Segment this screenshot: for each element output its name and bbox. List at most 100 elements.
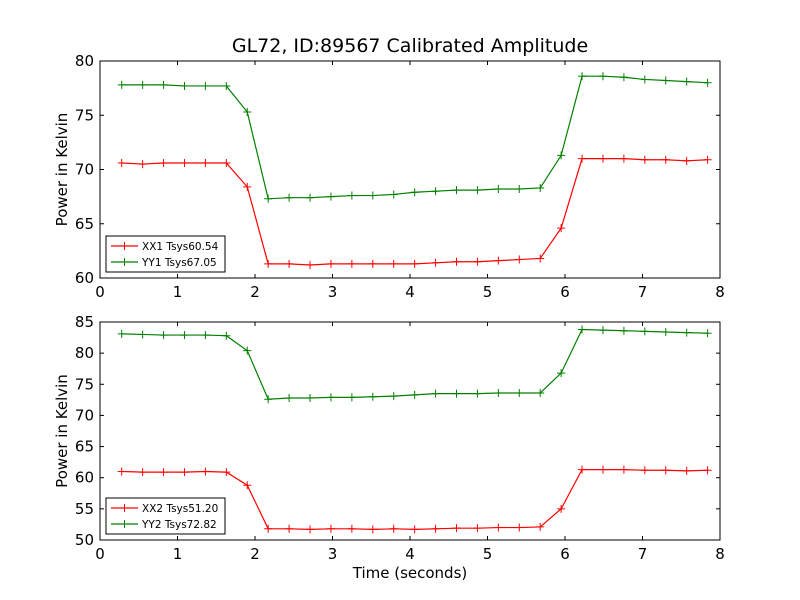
subplot-2-series-2 <box>117 325 712 404</box>
subplot-2-series-2-point <box>326 393 335 402</box>
subplot-1-series-1-point <box>306 260 315 269</box>
subplot-2-series-2-point <box>159 331 168 340</box>
subplot-2-series-1-point <box>347 524 356 533</box>
subplot-2-series-1-point <box>306 525 315 534</box>
subplot-2-series-1-point <box>682 466 691 475</box>
subplot-2-series-1-point <box>222 468 231 477</box>
subplot-2-legend-marker <box>120 520 129 528</box>
subplot-1-series-1-point <box>138 160 147 169</box>
subplot-2-y-tick-label: 60 <box>75 469 94 487</box>
subplot-1-series-1-point <box>389 259 398 268</box>
subplot-1-series-1-point <box>494 256 503 265</box>
subplot-1-x-tick-label: 2 <box>250 283 260 301</box>
subplot-2-legend-label: YY2 Tsys72.82 <box>141 519 217 531</box>
subplot-1-series-2-point <box>159 80 168 89</box>
subplot-1-series-1-point <box>285 259 294 268</box>
subplot-1-series-1-point <box>661 155 670 164</box>
subplot-2-x-tick-label: 2 <box>250 545 260 563</box>
subplot-2-y-tick-label: 65 <box>75 438 94 456</box>
subplot-2-series-1-point <box>264 524 273 533</box>
subplot-1-series-2-point <box>619 73 628 82</box>
x-axis-label: Time (seconds) <box>352 564 468 582</box>
subplot-1-y-tick-label: 75 <box>75 106 94 124</box>
subplot-1-series-1-point <box>243 182 252 191</box>
subplot-2-series-2-point <box>368 392 377 401</box>
subplot-2-legend-label: XX2 Tsys51.20 <box>142 503 218 515</box>
subplot-1-series-2-point <box>306 193 315 202</box>
subplot-1-series-2-point <box>661 76 670 85</box>
subplot-2-series-2-point <box>494 389 503 398</box>
subplot-1-series-2-point <box>494 185 503 194</box>
subplot-1-series-1-point <box>473 257 482 266</box>
subplot-2-series-1 <box>117 465 712 534</box>
subplot-2-series-2-point <box>222 331 231 340</box>
subplot-2-series-2-point <box>640 327 649 336</box>
subplot-1-series-1-point <box>159 158 168 167</box>
subplot-1-x-tick-label: 8 <box>715 283 725 301</box>
subplot-1-series-2-point <box>117 80 126 89</box>
subplot-2-series-1-point <box>703 466 712 475</box>
subplot-1-series-1-point <box>703 155 712 164</box>
subplot-2-series-2-point <box>306 393 315 402</box>
subplot-1-series-2-point <box>682 77 691 86</box>
subplot-1-series-1-point <box>410 259 419 268</box>
subplot-2-x-tick-label: 3 <box>328 545 338 563</box>
subplot-2-series-2-point <box>661 327 670 336</box>
subplot-2-x-tick-label: 8 <box>715 545 725 563</box>
subplot-2-series-2-point <box>201 331 210 340</box>
subplot-2-x-tick-label: 0 <box>95 545 105 563</box>
subplot-1-series-1-point <box>180 158 189 167</box>
subplot-1-series-2-point <box>138 80 147 89</box>
subplot-2-y-tick-label: 70 <box>75 406 94 424</box>
subplot-1-series-1-point <box>326 259 335 268</box>
subplot-1-series-1-point <box>682 156 691 165</box>
subplot-1-series-1-point <box>640 155 649 164</box>
subplot-1-series-2-point <box>264 194 273 203</box>
subplot-2-legend-box <box>105 497 226 535</box>
subplot-1-series-1-point <box>515 255 524 264</box>
subplot-1-legend-label: YY1 Tsys67.05 <box>141 257 217 269</box>
subplot-2-series-2-point <box>557 369 566 378</box>
subplot-1-series-2-point <box>347 191 356 200</box>
subplot-2-x-tick-label: 7 <box>638 545 648 563</box>
subplot-2: 0 1 2 3 4 5 6 7 8 50 55 60 65 70 75 80 85 Power in Kelvin… <box>53 313 725 563</box>
subplot-2-series-2-point <box>578 325 587 334</box>
subplot-2-series-1-point <box>619 465 628 474</box>
subplot-2-series-1-point <box>285 524 294 533</box>
subplot-2-x-tick-label: 1 <box>173 545 183 563</box>
subplot-2-series-1-point <box>515 523 524 532</box>
subplot-1-x-tick-label: 1 <box>173 283 183 301</box>
subplot-2-series-1-point <box>557 504 566 513</box>
subplot-1-x-tick-label: 6 <box>560 283 570 301</box>
subplot-1-series-2-point <box>473 186 482 195</box>
subplot-2-series-2-point <box>285 393 294 402</box>
subplot-2-legend: XX2 Tsys51.20 YY2 Tsys72.82 <box>105 497 226 535</box>
subplot-1-y-tick-label: 60 <box>75 269 94 287</box>
subplot-2-series-1-point <box>138 468 147 477</box>
subplot-1: 0 1 2 3 4 5 6 7 8 60 65 70 75 80 Power in Kelvin XX1 Ts… <box>53 52 725 301</box>
subplot-1-x-tick-label: 4 <box>405 283 415 301</box>
subplot-2-series-2-point <box>264 395 273 404</box>
subplot-2-series-2-point <box>682 328 691 337</box>
subplot-1-series-1-point <box>117 158 126 167</box>
subplot-2-series-1-point <box>640 466 649 475</box>
subplot-1-series-2-point <box>410 188 419 197</box>
subplot-1-series-2-point <box>515 185 524 194</box>
subplot-1-series-2-point <box>368 191 377 200</box>
subplot-1-legend-marker <box>120 242 129 250</box>
subplot-2-series-1-point <box>243 481 252 490</box>
subplot-1-x-tick-label: 7 <box>638 283 648 301</box>
subplot-1-axes-frame <box>99 60 721 279</box>
subplot-2-y-tick-label: 75 <box>75 375 94 393</box>
subplot-2-series-1-point <box>410 525 419 534</box>
subplot-1-series-2-point <box>557 151 566 160</box>
subplot-1-series-1-point <box>578 154 587 163</box>
subplot-2-series-2-point <box>598 326 607 335</box>
subplot-2-series-1-point <box>598 465 607 474</box>
subplot-1-legend-box <box>105 235 226 273</box>
subplot-2-series-2-point <box>619 326 628 335</box>
subplot-1-y-tick-label: 70 <box>75 161 94 179</box>
subplot-2-x-tick-label: 4 <box>405 545 415 563</box>
